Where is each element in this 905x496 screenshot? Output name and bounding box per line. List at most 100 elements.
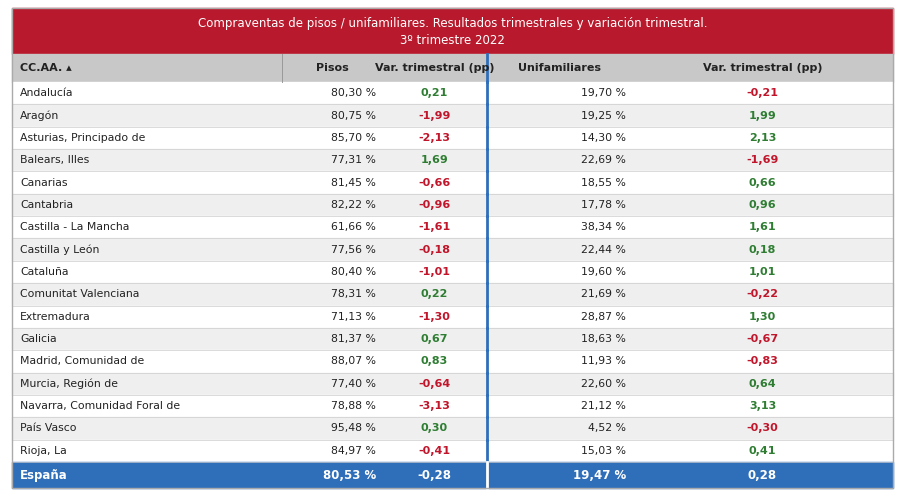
Text: 4,52 %: 4,52 % [588, 424, 626, 434]
Text: Murcia, Región de: Murcia, Región de [20, 378, 118, 389]
Bar [12, 328, 893, 350]
Text: 19,25 %: 19,25 % [581, 111, 626, 121]
Text: 0,18: 0,18 [748, 245, 776, 254]
Text: 78,31 %: 78,31 % [331, 289, 376, 300]
Text: 0,83: 0,83 [421, 357, 448, 367]
Text: 0,30: 0,30 [421, 424, 448, 434]
Text: 11,93 %: 11,93 % [581, 357, 626, 367]
Text: 1,30: 1,30 [748, 311, 776, 322]
Text: Extremadura: Extremadura [20, 311, 91, 322]
Text: Cantabria: Cantabria [20, 200, 73, 210]
Text: 80,30 %: 80,30 % [331, 88, 376, 98]
Bar [12, 350, 893, 372]
Bar [12, 54, 893, 82]
Text: 0,21: 0,21 [421, 88, 448, 98]
Bar [12, 261, 893, 283]
Text: -0,66: -0,66 [418, 178, 451, 187]
Text: Navarra, Comunidad Foral de: Navarra, Comunidad Foral de [20, 401, 180, 411]
Text: 81,37 %: 81,37 % [331, 334, 376, 344]
Text: -1,99: -1,99 [418, 111, 451, 121]
Text: Pisos: Pisos [316, 63, 348, 73]
Bar [12, 417, 893, 439]
Text: -0,41: -0,41 [418, 446, 451, 456]
Text: 21,12 %: 21,12 % [581, 401, 626, 411]
Text: Comunitat Valenciana: Comunitat Valenciana [20, 289, 139, 300]
Text: -0,83: -0,83 [747, 357, 778, 367]
Text: Unifamiliares: Unifamiliares [518, 63, 601, 73]
Bar [12, 104, 893, 126]
Text: 84,97 %: 84,97 % [331, 446, 376, 456]
Text: España: España [20, 469, 68, 482]
Text: -0,28: -0,28 [417, 469, 452, 482]
Text: 1,99: 1,99 [748, 111, 776, 121]
Text: 80,75 %: 80,75 % [331, 111, 376, 121]
Bar [12, 82, 893, 104]
Text: 3º trimestre 2022: 3º trimestre 2022 [400, 34, 505, 47]
Text: 0,28: 0,28 [748, 469, 777, 482]
Text: 18,55 %: 18,55 % [581, 178, 626, 187]
Text: 22,60 %: 22,60 % [581, 379, 626, 389]
Bar [12, 283, 893, 306]
Bar [12, 149, 893, 172]
Text: Var. trimestral (pp): Var. trimestral (pp) [703, 63, 823, 73]
Text: 0,22: 0,22 [421, 289, 448, 300]
Text: CC.AA. ▴: CC.AA. ▴ [20, 63, 71, 73]
Text: País Vasco: País Vasco [20, 424, 77, 434]
Text: 0,96: 0,96 [748, 200, 776, 210]
Text: Var. trimestral (pp): Var. trimestral (pp) [375, 63, 494, 73]
Bar [12, 439, 893, 462]
Text: 19,70 %: 19,70 % [581, 88, 626, 98]
Text: -0,22: -0,22 [747, 289, 778, 300]
Text: -0,96: -0,96 [418, 200, 451, 210]
Text: 80,40 %: 80,40 % [331, 267, 376, 277]
Text: 22,44 %: 22,44 % [581, 245, 626, 254]
Text: 61,66 %: 61,66 % [331, 222, 376, 232]
Text: 28,87 %: 28,87 % [581, 311, 626, 322]
Bar [12, 216, 893, 239]
Text: 22,69 %: 22,69 % [581, 155, 626, 165]
Text: Madrid, Comunidad de: Madrid, Comunidad de [20, 357, 144, 367]
Text: 81,45 %: 81,45 % [331, 178, 376, 187]
Text: 82,22 %: 82,22 % [331, 200, 376, 210]
Text: 78,88 %: 78,88 % [331, 401, 376, 411]
Text: 0,66: 0,66 [748, 178, 776, 187]
Text: Canarias: Canarias [20, 178, 68, 187]
Text: -0,64: -0,64 [418, 379, 451, 389]
Text: 80,53 %: 80,53 % [323, 469, 376, 482]
Text: 19,60 %: 19,60 % [581, 267, 626, 277]
Bar [12, 126, 893, 149]
Bar [12, 239, 893, 261]
Bar [12, 395, 893, 417]
Bar [12, 372, 893, 395]
Text: 17,78 %: 17,78 % [581, 200, 626, 210]
Text: -3,13: -3,13 [419, 401, 451, 411]
Text: -0,21: -0,21 [747, 88, 778, 98]
Text: 77,31 %: 77,31 % [331, 155, 376, 165]
Text: 19,47 %: 19,47 % [573, 469, 626, 482]
Text: 77,40 %: 77,40 % [331, 379, 376, 389]
Text: 77,56 %: 77,56 % [331, 245, 376, 254]
Text: -1,69: -1,69 [747, 155, 778, 165]
Text: 15,03 %: 15,03 % [581, 446, 626, 456]
Text: Galicia: Galicia [20, 334, 57, 344]
Text: Cataluña: Cataluña [20, 267, 69, 277]
Bar [12, 172, 893, 194]
Text: 85,70 %: 85,70 % [331, 133, 376, 143]
Text: Andalucía: Andalucía [20, 88, 73, 98]
Text: -2,13: -2,13 [418, 133, 451, 143]
Text: 2,13: 2,13 [748, 133, 776, 143]
Text: 1,61: 1,61 [748, 222, 776, 232]
Text: 88,07 %: 88,07 % [331, 357, 376, 367]
Text: -0,67: -0,67 [747, 334, 778, 344]
Text: 21,69 %: 21,69 % [581, 289, 626, 300]
Text: 3,13: 3,13 [748, 401, 776, 411]
Bar [12, 194, 893, 216]
Text: Compraventas de pisos / unifamiliares. Resultados trimestrales y variación trime: Compraventas de pisos / unifamiliares. R… [198, 16, 707, 29]
Text: 71,13 %: 71,13 % [331, 311, 376, 322]
Text: 0,67: 0,67 [421, 334, 448, 344]
Text: 38,34 %: 38,34 % [581, 222, 626, 232]
Text: 0,41: 0,41 [748, 446, 776, 456]
Text: 1,69: 1,69 [421, 155, 448, 165]
Text: Rioja, La: Rioja, La [20, 446, 67, 456]
Text: 0,64: 0,64 [748, 379, 776, 389]
